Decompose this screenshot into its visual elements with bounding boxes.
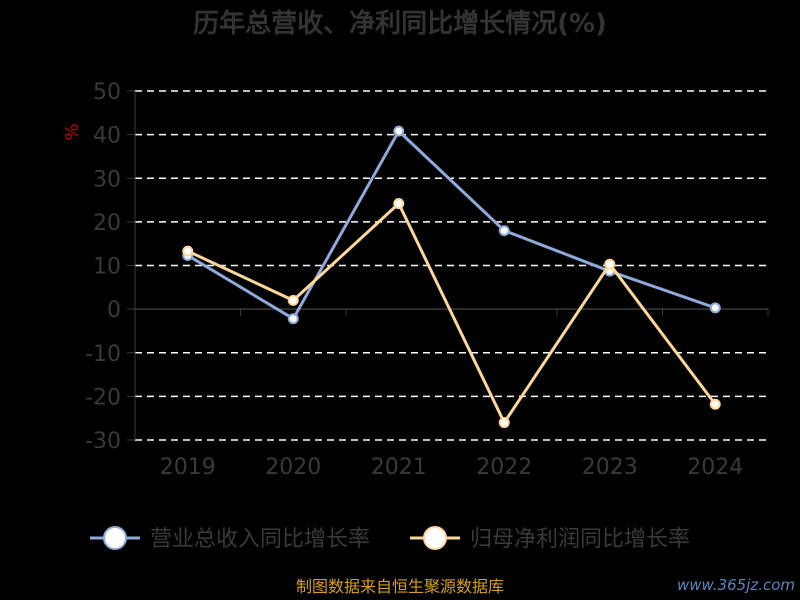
series-lines <box>182 125 721 429</box>
x-tick-label: 2021 <box>371 455 427 480</box>
y-tick-label: 0 <box>107 298 121 323</box>
y-tick-label: 20 <box>93 211 121 236</box>
legend-item-1: 营业总收入同比增长率 <box>90 526 370 552</box>
x-tick-labels: 2019 2020 2021 2022 2023 2024 <box>160 455 744 480</box>
series-1 <box>182 125 721 325</box>
y-tick-label: 30 <box>93 167 121 192</box>
legend-label: 归母净利润同比增长率 <box>470 527 690 552</box>
data-point <box>393 198 405 210</box>
y-tick-label: -20 <box>85 385 121 410</box>
watermark: www.365jz.com <box>677 576 795 594</box>
y-tick-label: 40 <box>93 124 121 149</box>
data-point <box>498 225 510 237</box>
series-line <box>187 202 717 425</box>
data-point <box>287 294 299 306</box>
data-point <box>709 302 721 314</box>
x-tick-label: 2024 <box>687 455 743 480</box>
x-tick-label: 2020 <box>265 455 321 480</box>
axes <box>127 90 769 441</box>
chart-title: 历年总营收、净利同比增长情况(%) <box>193 8 607 39</box>
x-tick-label: 2019 <box>160 455 216 480</box>
data-point <box>498 417 510 429</box>
x-tick-label: 2022 <box>476 455 532 480</box>
y-tick-labels: 50 40 30 20 10 0 -10 -20 -30 <box>85 80 121 454</box>
legend-item-2: 归母净利润同比增长率 <box>410 526 690 552</box>
series-line <box>186 129 716 321</box>
legend-swatch-marker <box>103 526 127 550</box>
legend-swatch-marker <box>423 526 447 550</box>
legend-label: 营业总收入同比增长率 <box>150 527 370 552</box>
legend: 营业总收入同比增长率 归母净利润同比增长率 <box>90 526 690 552</box>
y-tick-label: 50 <box>93 80 121 105</box>
data-point <box>182 245 194 257</box>
series-2 <box>182 198 721 429</box>
data-point <box>604 258 616 270</box>
y-axis-label: % <box>62 123 83 140</box>
y-tick-label: -30 <box>85 429 121 454</box>
grid-lines <box>135 90 768 441</box>
data-point <box>287 313 299 325</box>
data-point <box>709 398 721 410</box>
data-point <box>393 125 405 137</box>
y-tick-label: 10 <box>93 255 121 280</box>
y-tick-label: -10 <box>85 342 121 367</box>
x-tick-label: 2023 <box>582 455 638 480</box>
source-note: 制图数据来自恒生聚源数据库 <box>296 577 504 596</box>
